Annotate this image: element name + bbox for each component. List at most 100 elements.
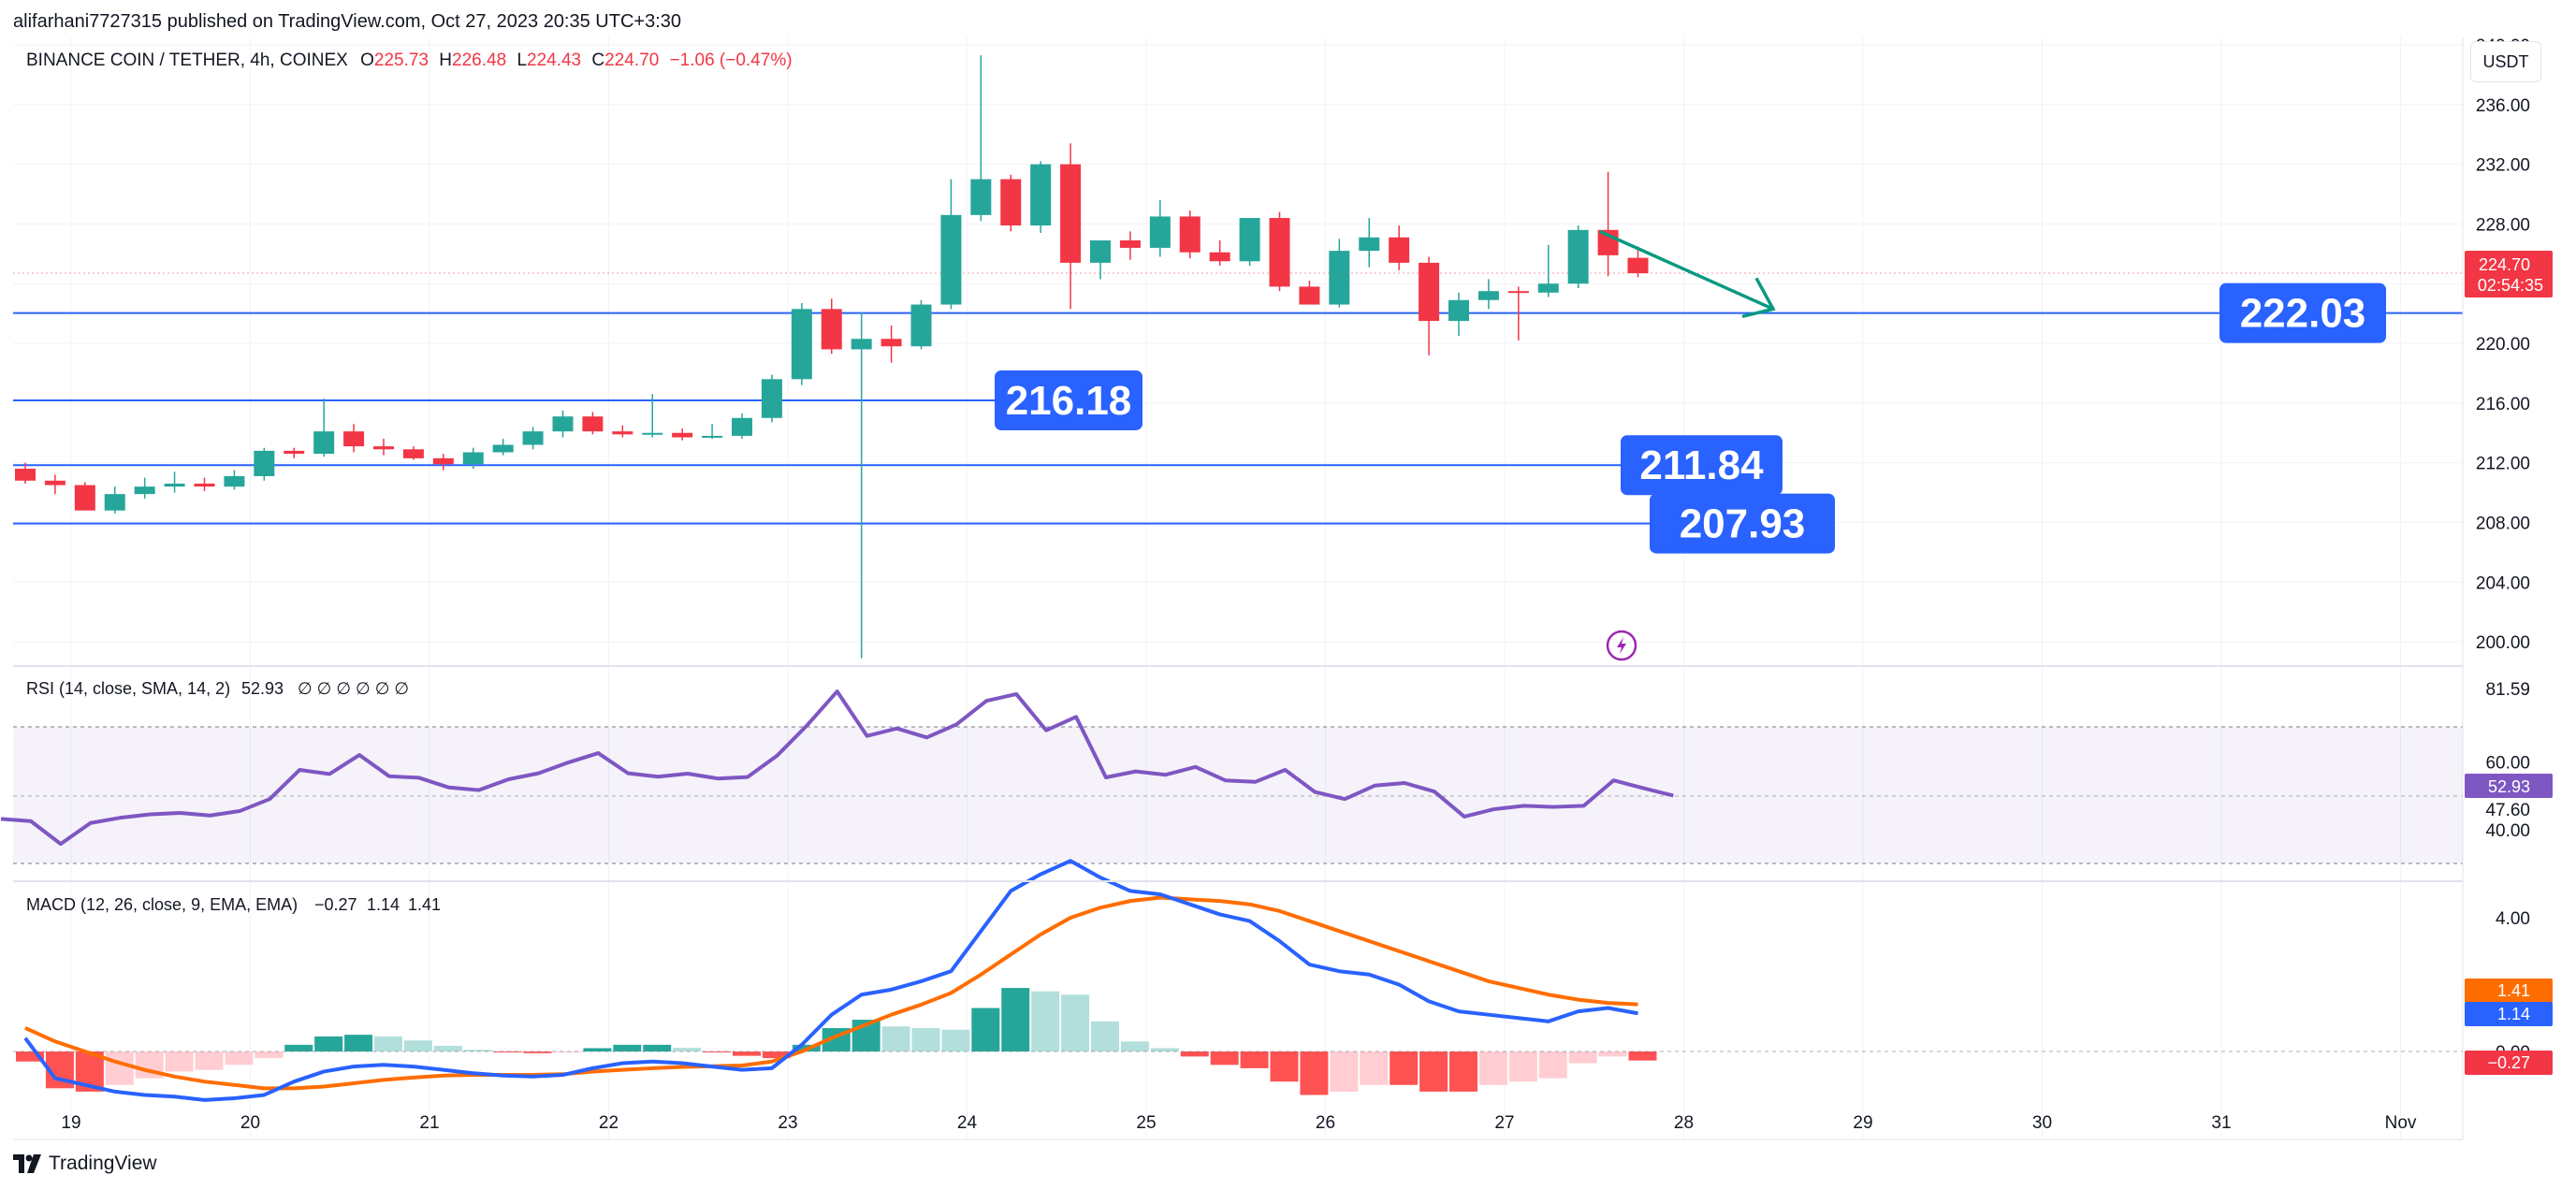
- macd-histogram-bar: [403, 1040, 432, 1051]
- arrow-shaft: [1598, 229, 1774, 311]
- candle: [15, 462, 36, 484]
- candle: [791, 302, 812, 385]
- rsi-tick-label: 60.00: [2485, 753, 2530, 773]
- price-tick-label: 232.00: [2476, 156, 2530, 176]
- macd-histogram-bar: [1210, 1051, 1239, 1066]
- candle-body: [1119, 239, 1141, 248]
- candle: [1179, 210, 1201, 259]
- candle: [1030, 161, 1052, 233]
- symbol-title: BINANCE COIN / TETHER, 4h, COINEX: [26, 51, 348, 70]
- macd-hist-tag: −0.27: [2465, 1051, 2553, 1075]
- candle-body: [1389, 237, 1410, 263]
- candle: [612, 425, 633, 438]
- rsi-line: [0, 689, 1674, 847]
- candle-body: [15, 469, 36, 481]
- macd-histogram-bar: [16, 1051, 44, 1062]
- time-tick-label: 30: [2032, 1113, 2052, 1133]
- candle: [1359, 218, 1380, 268]
- macd-title-signal: 1.41: [408, 895, 441, 914]
- time-tick-label: 21: [419, 1113, 439, 1133]
- candle-body: [1269, 218, 1290, 287]
- candle-body: [702, 435, 723, 438]
- tradingview-branding[interactable]: TradingView: [13, 1153, 157, 1175]
- axis-tags: 224.70 02:54:35 52.93 47.60 1.41 1.14 −0.27: [2465, 251, 2553, 1075]
- candle-body: [1329, 251, 1350, 305]
- candle: [224, 470, 245, 490]
- time-tick-label: 27: [1494, 1113, 1514, 1133]
- level-label-box: [2219, 283, 2386, 343]
- candle: [880, 325, 902, 363]
- candle: [552, 410, 574, 438]
- candle-body: [74, 485, 95, 511]
- rsi-band-fill: [13, 727, 2463, 863]
- macd-histogram-bar: [1180, 1051, 1209, 1057]
- ohlc-high-label: H: [439, 51, 453, 70]
- candle: [732, 413, 752, 440]
- candle: [164, 471, 185, 493]
- level-label: 216.18: [995, 370, 1142, 430]
- candle-body: [44, 480, 65, 486]
- macd-histogram-bar: [1568, 1051, 1597, 1064]
- macd-histogram-bar: [1270, 1051, 1299, 1082]
- candle: [432, 454, 454, 471]
- candle: [1329, 239, 1350, 308]
- candle-body: [1060, 164, 1082, 263]
- rsi-tick-label: 40.00: [2485, 821, 2530, 841]
- macd-histogram-bar: [762, 1051, 791, 1059]
- macd-histogram-bar: [1419, 1051, 1448, 1092]
- candle-body: [552, 416, 574, 432]
- candle-body: [224, 476, 245, 487]
- time-tick-label: 24: [957, 1113, 978, 1133]
- candle-body: [254, 450, 275, 476]
- macd-title-macd: 1.14: [367, 895, 400, 914]
- macd-histogram-bar: [463, 1050, 492, 1051]
- candle: [522, 427, 544, 450]
- candle-body: [970, 179, 992, 215]
- candle-body: [284, 450, 305, 455]
- rsi-value-tag-box: [2465, 774, 2553, 798]
- candle: [402, 446, 424, 460]
- price-tick-label: 204.00: [2476, 573, 2530, 593]
- time-tick-label: 22: [599, 1113, 619, 1133]
- level-labels[interactable]: 222.03 216.18 211.84 207.93: [995, 283, 2386, 554]
- candle-body: [373, 446, 394, 450]
- macd-histogram-bar: [1001, 988, 1030, 1051]
- time-tick-label: 20: [240, 1113, 260, 1133]
- candle-body: [1030, 164, 1052, 225]
- rsi-value-tag-text: 52.93: [2488, 777, 2530, 796]
- candle-body: [343, 431, 365, 447]
- candle: [642, 394, 663, 438]
- macd-histogram-bar: [1300, 1051, 1329, 1095]
- last-price-tag-box: [2465, 251, 2553, 298]
- candle-body: [851, 339, 872, 350]
- lightning-icon[interactable]: [1606, 630, 1637, 661]
- candles[interactable]: [15, 55, 1649, 659]
- ohlc-change: −1.06 (−0.47%): [669, 51, 793, 70]
- currency-button[interactable]: USDT: [2470, 41, 2541, 82]
- tradingview-label: TradingView: [49, 1153, 157, 1174]
- ohlc-close-label: C: [591, 51, 605, 70]
- candle: [1419, 256, 1440, 355]
- macd-histogram-bar: [1478, 1051, 1507, 1085]
- candle: [104, 486, 125, 514]
- candle-body: [732, 417, 752, 436]
- candle: [1090, 239, 1111, 280]
- macd-signal-line: [24, 895, 1638, 1091]
- candle: [761, 374, 782, 423]
- macd-histogram-bar: [314, 1036, 343, 1051]
- forecast-arrow[interactable]: [1598, 229, 1776, 319]
- candle: [1060, 143, 1082, 310]
- rsi-title-value: 52.93: [241, 679, 284, 698]
- macd-histogram-bar: [1390, 1051, 1419, 1085]
- last-price-tag: 224.70 02:54:35: [2465, 251, 2553, 298]
- macd-histogram-bar: [1508, 1051, 1537, 1082]
- rsi-title: RSI (14, close, SMA, 14, 2): [26, 679, 230, 698]
- candle-body: [1537, 283, 1559, 293]
- macd-tick-label: 4.00: [2496, 909, 2530, 929]
- candle: [1000, 174, 1022, 232]
- macd-histogram-bar: [1538, 1051, 1567, 1079]
- rsi-tick-label: 81.59: [2485, 680, 2530, 700]
- macd-line-tag-text: 1.14: [2497, 1005, 2530, 1023]
- macd-histogram-bar: [255, 1051, 284, 1059]
